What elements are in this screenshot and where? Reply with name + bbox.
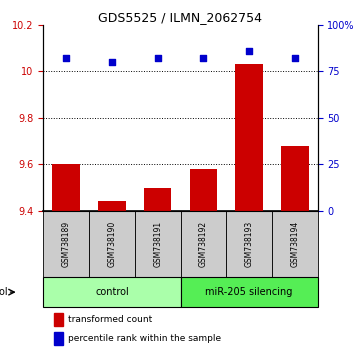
- Text: GSM738194: GSM738194: [290, 221, 299, 267]
- Text: GSM738192: GSM738192: [199, 221, 208, 267]
- Point: [292, 56, 298, 61]
- Bar: [54, 332, 62, 345]
- Point: [246, 48, 252, 54]
- Title: GDS5525 / ILMN_2062754: GDS5525 / ILMN_2062754: [99, 11, 262, 24]
- Text: GSM738190: GSM738190: [108, 221, 116, 267]
- Text: miR-205 silencing: miR-205 silencing: [205, 287, 293, 297]
- Bar: [135, 211, 180, 277]
- Text: percentile rank within the sample: percentile rank within the sample: [68, 334, 221, 343]
- Text: protocol: protocol: [0, 287, 8, 297]
- Point: [200, 56, 206, 61]
- Text: GSM738189: GSM738189: [62, 221, 71, 267]
- Bar: [281, 145, 309, 211]
- Bar: [226, 211, 272, 277]
- Point: [109, 59, 115, 65]
- Bar: [43, 211, 89, 277]
- Bar: [180, 211, 226, 277]
- Point: [155, 56, 161, 61]
- Bar: [98, 201, 126, 211]
- Text: GSM738191: GSM738191: [153, 221, 162, 267]
- Bar: [52, 164, 80, 211]
- Text: GSM738193: GSM738193: [245, 221, 253, 267]
- Bar: [235, 64, 263, 211]
- Bar: [54, 313, 62, 326]
- Bar: [89, 211, 135, 277]
- Bar: [43, 277, 180, 307]
- Text: transformed count: transformed count: [68, 315, 152, 324]
- Bar: [190, 169, 217, 211]
- Bar: [144, 188, 171, 211]
- Bar: [180, 277, 318, 307]
- Text: control: control: [95, 287, 129, 297]
- Point: [63, 56, 69, 61]
- Bar: [272, 211, 318, 277]
